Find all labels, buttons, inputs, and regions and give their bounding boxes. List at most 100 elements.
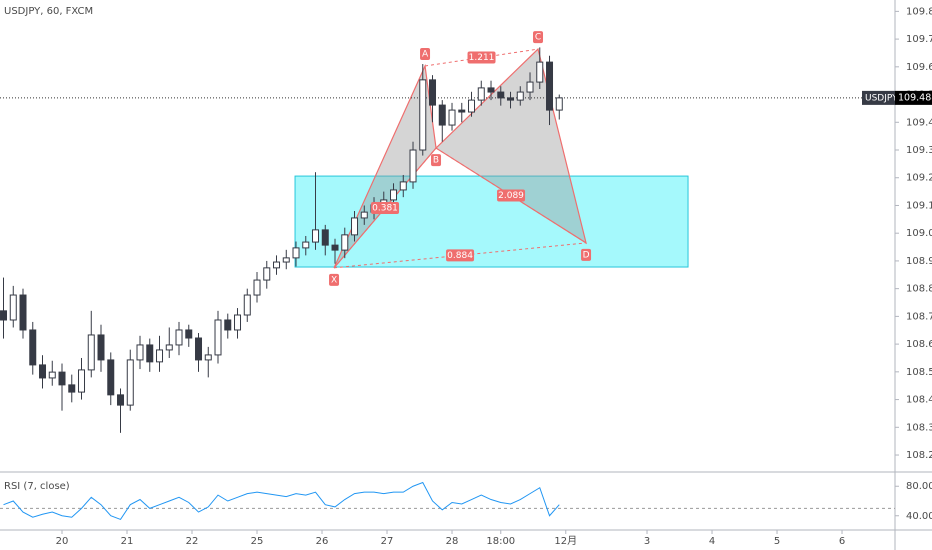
candle-body bbox=[175, 329, 183, 346]
pattern-ratio-box bbox=[467, 51, 496, 64]
rsi-y-tick-label: 40.00 bbox=[906, 511, 932, 522]
candle-body bbox=[78, 369, 86, 393]
pattern-ratio-label: 2.089 bbox=[498, 191, 524, 201]
candle-body bbox=[282, 257, 290, 263]
candle-body bbox=[48, 371, 56, 379]
chart-title: USDJPY, 60, FXCM bbox=[4, 6, 93, 17]
y-tick-label: 108.500 bbox=[906, 367, 932, 378]
y-tick-label: 109.800 bbox=[906, 6, 932, 17]
pattern-ratio-label: 0.381 bbox=[372, 203, 398, 213]
candle-body bbox=[546, 61, 554, 111]
y-tick-label: 109.400 bbox=[906, 117, 932, 128]
pattern-ratio-box bbox=[371, 201, 400, 214]
candle-body bbox=[146, 344, 154, 363]
pattern-point-box bbox=[329, 273, 340, 286]
candle-body bbox=[263, 267, 271, 281]
candle-body bbox=[487, 87, 495, 93]
candle-body bbox=[58, 371, 66, 386]
x-tick-label: 5 bbox=[774, 536, 780, 547]
candle-body bbox=[224, 319, 232, 331]
candle-body bbox=[126, 359, 134, 406]
candle-body bbox=[390, 189, 398, 201]
candle-body bbox=[409, 149, 417, 183]
candle-body bbox=[321, 229, 329, 246]
price-tag bbox=[895, 90, 932, 105]
rsi-y-tick-label: 80.00 bbox=[906, 481, 932, 492]
candle-body bbox=[429, 79, 437, 106]
candle-body bbox=[497, 91, 505, 99]
candle-body bbox=[419, 79, 427, 151]
y-tick-label: 109.600 bbox=[906, 62, 932, 73]
y-tick-label: 108.300 bbox=[906, 422, 932, 433]
x-tick-label: 25 bbox=[251, 536, 264, 547]
y-tick-label: 108.700 bbox=[906, 311, 932, 322]
rsi-label: RSI (7, close) bbox=[4, 481, 70, 492]
y-tick-label: 109.700 bbox=[906, 34, 932, 45]
x-tick-label: 12月 bbox=[554, 535, 577, 547]
candle-body bbox=[302, 241, 310, 249]
rsi-line bbox=[3, 481, 560, 521]
candle-body bbox=[477, 87, 485, 101]
candle-body bbox=[360, 211, 368, 219]
pattern-point-box bbox=[431, 154, 442, 167]
y-tick-label: 108.900 bbox=[906, 256, 932, 267]
candle-body bbox=[136, 344, 144, 361]
candle-body bbox=[253, 279, 261, 296]
candle-body bbox=[341, 234, 349, 251]
candle-body bbox=[165, 344, 173, 351]
candle-body bbox=[458, 109, 466, 113]
pattern-point-label: C bbox=[535, 33, 541, 43]
pattern-point-box bbox=[533, 31, 544, 44]
y-tick-label: 108.200 bbox=[906, 450, 932, 461]
x-tick-label: 26 bbox=[316, 536, 329, 547]
candle-body bbox=[9, 294, 17, 321]
x-tick-label: 18:00 bbox=[486, 536, 515, 547]
candle-body bbox=[117, 394, 125, 406]
pattern-point-label: X bbox=[331, 275, 337, 285]
x-tick-label: 21 bbox=[121, 536, 134, 547]
symbol-tag bbox=[862, 90, 895, 105]
x-tick-label: 3 bbox=[644, 536, 650, 547]
symbol-tag-label: USDJPY bbox=[865, 93, 898, 103]
pattern-point-box bbox=[420, 47, 431, 60]
candle-body bbox=[0, 310, 8, 321]
candle-body bbox=[516, 91, 524, 101]
candle-body bbox=[448, 109, 456, 126]
y-tick-label: 108.600 bbox=[906, 339, 932, 350]
pattern-ratio-box bbox=[497, 189, 526, 202]
candle-body bbox=[507, 97, 515, 101]
candle-body bbox=[87, 334, 95, 371]
candle-body bbox=[19, 294, 27, 331]
candle-body bbox=[526, 81, 534, 93]
candle-body bbox=[156, 349, 164, 363]
candle-body bbox=[438, 104, 446, 126]
candle-body bbox=[39, 364, 47, 379]
candle-body bbox=[68, 384, 76, 393]
pattern-point-label: D bbox=[583, 250, 590, 260]
candle-body bbox=[97, 334, 105, 361]
candle-body bbox=[312, 229, 320, 243]
candle-body bbox=[195, 337, 203, 361]
y-tick-label: 109.200 bbox=[906, 173, 932, 184]
x-tick-label: 20 bbox=[56, 536, 69, 547]
price-tag-label: 109.488 bbox=[898, 92, 932, 103]
y-tick-label: 108.400 bbox=[906, 395, 932, 406]
candle-body bbox=[331, 244, 339, 251]
x-tick-label: 4 bbox=[709, 536, 715, 547]
candle-body bbox=[273, 261, 281, 269]
pattern-ratio-line bbox=[424, 48, 539, 67]
candle-body bbox=[29, 329, 37, 366]
y-tick-label: 109.000 bbox=[906, 228, 932, 239]
y-tick-label: 108.800 bbox=[906, 284, 932, 295]
x-tick-label: 6 bbox=[839, 536, 845, 547]
y-tick-label: 109.100 bbox=[906, 200, 932, 211]
pattern-point-label: B bbox=[433, 156, 439, 166]
candle-body bbox=[107, 359, 115, 396]
pattern-ratio-label: 0.884 bbox=[447, 251, 473, 261]
candle-body bbox=[468, 99, 476, 113]
candle-body bbox=[351, 217, 359, 236]
candle-body bbox=[536, 61, 544, 83]
pattern-point-box bbox=[581, 248, 592, 261]
